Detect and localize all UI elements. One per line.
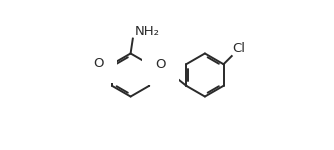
Text: O: O — [155, 58, 166, 71]
Text: Cl: Cl — [232, 42, 245, 55]
Text: O: O — [93, 57, 104, 70]
Text: NH₂: NH₂ — [134, 25, 159, 38]
